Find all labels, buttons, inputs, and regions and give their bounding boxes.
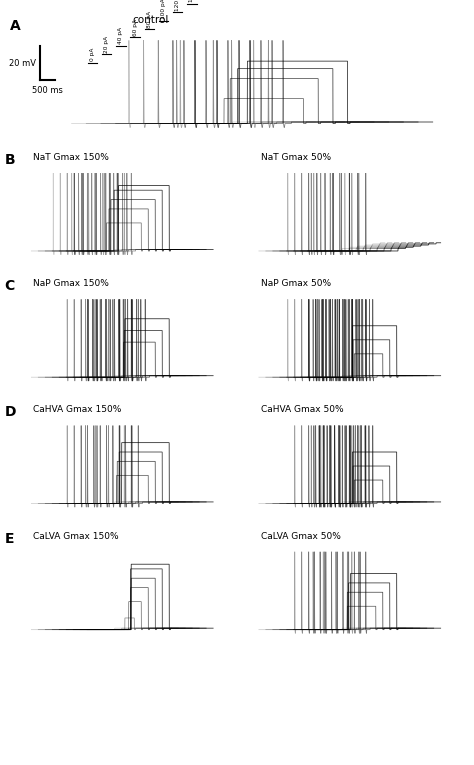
Text: NaT Gmax 150%: NaT Gmax 150% — [33, 153, 109, 162]
Text: NaP Gmax 150%: NaP Gmax 150% — [33, 279, 109, 288]
Text: 60 pA: 60 pA — [133, 19, 137, 36]
Text: CaHVA Gmax 150%: CaHVA Gmax 150% — [33, 405, 121, 415]
Text: CaHVA Gmax 50%: CaHVA Gmax 50% — [261, 405, 343, 415]
Text: 140 pA: 140 pA — [190, 0, 194, 2]
Text: A: A — [9, 19, 20, 33]
Text: C: C — [5, 279, 15, 293]
Text: B: B — [5, 153, 15, 167]
Text: NaP Gmax 50%: NaP Gmax 50% — [261, 279, 331, 288]
Text: 500 ms: 500 ms — [32, 86, 63, 96]
Text: E: E — [5, 532, 14, 545]
Text: NaT Gmax 50%: NaT Gmax 50% — [261, 153, 331, 162]
Text: 100 pA: 100 pA — [161, 0, 166, 19]
Text: 0 pA: 0 pA — [90, 48, 95, 61]
Text: 40 pA: 40 pA — [118, 28, 123, 44]
Text: D: D — [5, 405, 16, 419]
Text: CaLVA Gmax 50%: CaLVA Gmax 50% — [261, 532, 341, 541]
Text: 80 pA: 80 pA — [147, 11, 152, 28]
Text: CaLVA Gmax 150%: CaLVA Gmax 150% — [33, 532, 119, 541]
Text: 20 pA: 20 pA — [104, 36, 109, 53]
Text: 20 mV: 20 mV — [9, 59, 36, 67]
Text: control: control — [133, 15, 169, 25]
Text: 120 pA: 120 pA — [175, 0, 180, 11]
